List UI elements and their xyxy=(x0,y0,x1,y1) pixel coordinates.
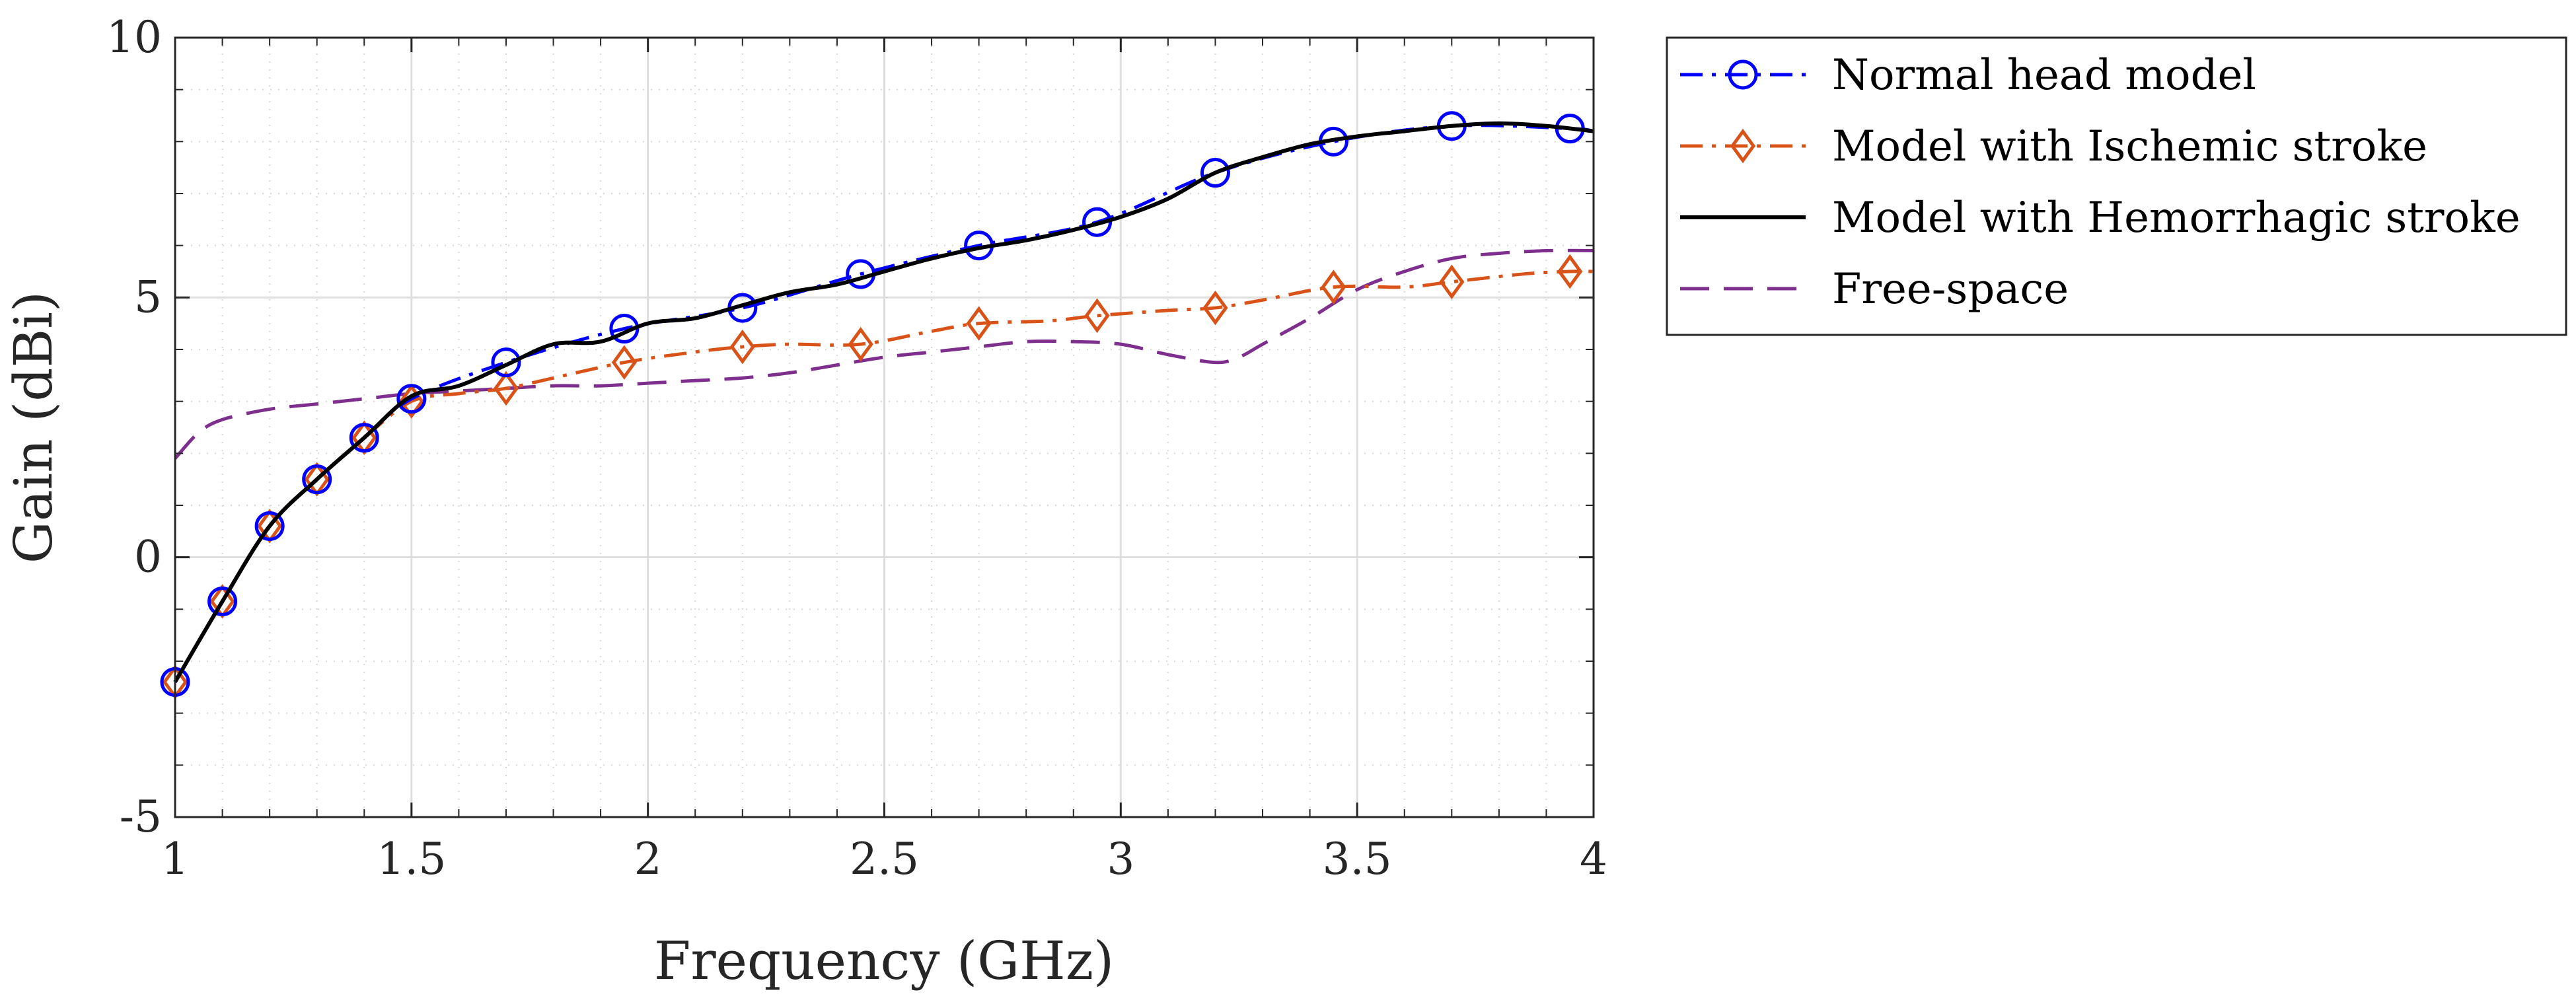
series-marker-1 xyxy=(1439,264,1465,299)
y-axis-label: Gain (dBi) xyxy=(3,291,64,563)
series-marker-0 xyxy=(302,464,332,495)
x-tick-label: 3 xyxy=(1107,834,1134,884)
series-marker-1 xyxy=(1557,254,1583,289)
y-tick-label: 5 xyxy=(134,271,162,322)
legend: Normal head model Model with Ischemic str… xyxy=(1666,36,2567,336)
series-marker-0 xyxy=(491,347,521,378)
series-marker-1 xyxy=(1084,298,1110,334)
x-tick-label: 1.5 xyxy=(377,834,446,884)
legend-marker-1 xyxy=(1730,128,1756,164)
series-marker-1 xyxy=(848,326,873,362)
series-marker-0 xyxy=(207,587,238,617)
y-tick-label: 10 xyxy=(106,12,162,63)
legend-label-3: Free-space xyxy=(1832,265,2069,314)
series-marker-1 xyxy=(1202,290,1228,326)
legend-box xyxy=(1666,36,2567,336)
legend-marker-0 xyxy=(1728,59,1758,90)
series-marker-0 xyxy=(254,511,285,541)
series-marker-1 xyxy=(493,371,519,406)
series-marker-0 xyxy=(349,423,379,453)
y-tick-label: -5 xyxy=(120,791,162,842)
series-marker-0 xyxy=(396,384,427,414)
series-line-3 xyxy=(174,248,1594,460)
series-marker-1 xyxy=(729,329,755,365)
y-tick-label: 0 xyxy=(134,532,162,583)
series-marker-0 xyxy=(1200,158,1230,188)
series-layer xyxy=(160,111,1594,699)
x-tick-label: 2 xyxy=(634,834,662,884)
x-tick-label: 1 xyxy=(161,834,189,884)
legend-label-2: Model with Hemorrhagic stroke xyxy=(1832,194,2521,242)
series-line-2 xyxy=(173,121,1594,683)
series-marker-1 xyxy=(611,345,637,380)
legend-label-1: Model with Ischemic stroke xyxy=(1832,122,2427,171)
major-grid xyxy=(174,36,1595,818)
axis-ticks xyxy=(174,36,1595,818)
tick-labels: 1 1.5 2 2.5 3 3.5 4 -5 0 5 10 xyxy=(106,12,1607,884)
x-tick-label: 4 xyxy=(1580,834,1607,884)
x-tick-label: 2.5 xyxy=(850,834,919,884)
series-marker-1 xyxy=(966,306,992,341)
legend-label-0: Normal head model xyxy=(1832,51,2256,100)
series-marker-1 xyxy=(1321,269,1346,305)
x-axis-label: Frequency (GHz) xyxy=(654,930,1114,991)
x-tick-label: 3.5 xyxy=(1323,834,1392,884)
